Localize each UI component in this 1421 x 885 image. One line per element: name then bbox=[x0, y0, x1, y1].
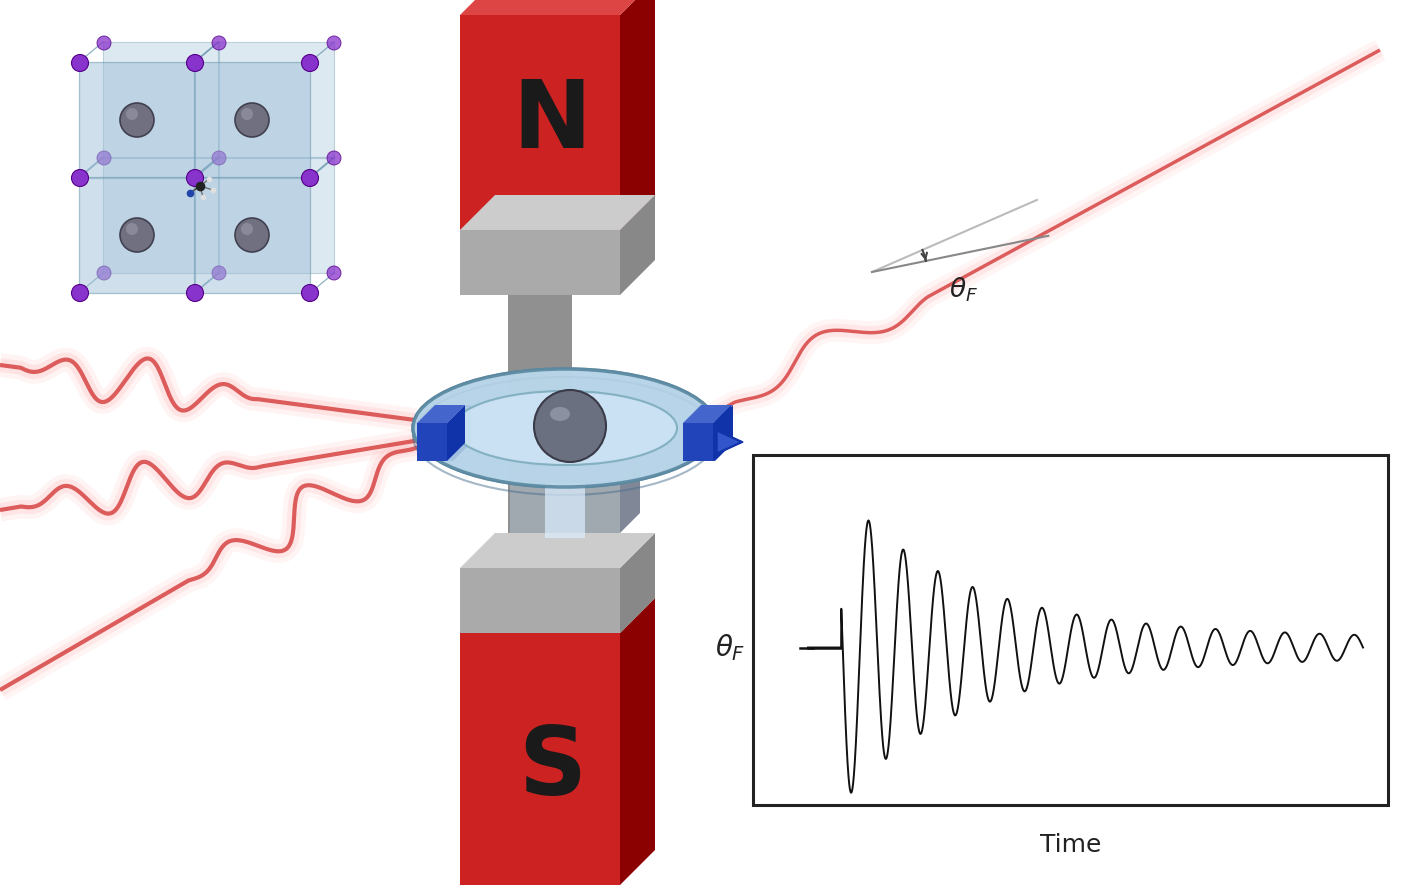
Polygon shape bbox=[423, 423, 453, 461]
Polygon shape bbox=[684, 405, 730, 423]
Circle shape bbox=[327, 36, 341, 50]
Polygon shape bbox=[460, 533, 655, 568]
Polygon shape bbox=[460, 195, 655, 230]
Polygon shape bbox=[460, 230, 620, 295]
Circle shape bbox=[212, 36, 226, 50]
Circle shape bbox=[186, 284, 203, 302]
Polygon shape bbox=[713, 405, 730, 461]
Polygon shape bbox=[684, 423, 713, 461]
Circle shape bbox=[71, 55, 88, 72]
Polygon shape bbox=[510, 478, 620, 533]
Circle shape bbox=[71, 170, 88, 187]
Polygon shape bbox=[460, 0, 655, 15]
Polygon shape bbox=[620, 0, 655, 230]
Circle shape bbox=[301, 170, 318, 187]
Circle shape bbox=[234, 218, 269, 252]
Polygon shape bbox=[460, 15, 620, 230]
Polygon shape bbox=[718, 431, 740, 453]
Polygon shape bbox=[80, 177, 195, 293]
Circle shape bbox=[301, 55, 318, 72]
Circle shape bbox=[212, 266, 226, 280]
Ellipse shape bbox=[550, 407, 570, 421]
Polygon shape bbox=[620, 598, 655, 885]
Circle shape bbox=[212, 151, 226, 165]
Polygon shape bbox=[685, 423, 715, 461]
Polygon shape bbox=[102, 157, 219, 273]
Circle shape bbox=[234, 103, 269, 137]
Ellipse shape bbox=[550, 407, 570, 421]
Polygon shape bbox=[546, 483, 585, 538]
Ellipse shape bbox=[453, 391, 676, 465]
Ellipse shape bbox=[414, 369, 718, 487]
Polygon shape bbox=[453, 405, 470, 461]
Circle shape bbox=[71, 284, 88, 302]
Polygon shape bbox=[416, 423, 448, 461]
Circle shape bbox=[534, 390, 605, 462]
Polygon shape bbox=[620, 458, 639, 533]
Circle shape bbox=[119, 218, 153, 252]
Ellipse shape bbox=[453, 391, 676, 465]
Circle shape bbox=[186, 55, 203, 72]
Circle shape bbox=[327, 151, 341, 165]
Polygon shape bbox=[195, 177, 310, 293]
Text: S: S bbox=[519, 723, 585, 815]
Ellipse shape bbox=[414, 369, 718, 487]
Circle shape bbox=[534, 390, 605, 462]
Circle shape bbox=[119, 103, 153, 137]
Circle shape bbox=[97, 151, 111, 165]
Polygon shape bbox=[217, 157, 334, 273]
Polygon shape bbox=[507, 295, 573, 568]
Polygon shape bbox=[719, 431, 743, 453]
Polygon shape bbox=[423, 405, 470, 423]
Polygon shape bbox=[80, 62, 195, 178]
Polygon shape bbox=[217, 42, 334, 158]
Polygon shape bbox=[102, 42, 219, 158]
Polygon shape bbox=[195, 62, 310, 178]
Text: N: N bbox=[513, 76, 591, 168]
Polygon shape bbox=[620, 195, 655, 295]
Polygon shape bbox=[460, 633, 620, 885]
Circle shape bbox=[186, 170, 203, 187]
Polygon shape bbox=[510, 458, 639, 478]
Circle shape bbox=[97, 266, 111, 280]
Polygon shape bbox=[715, 405, 733, 461]
Circle shape bbox=[242, 223, 253, 235]
Text: $\theta_F$: $\theta_F$ bbox=[949, 276, 978, 304]
Bar bbox=[753, 455, 1388, 805]
Polygon shape bbox=[620, 533, 655, 633]
Polygon shape bbox=[416, 405, 465, 423]
Circle shape bbox=[327, 266, 341, 280]
Polygon shape bbox=[460, 568, 620, 633]
Text: $\theta_F$: $\theta_F$ bbox=[715, 632, 745, 663]
Polygon shape bbox=[448, 405, 465, 461]
Text: Time: Time bbox=[1040, 833, 1101, 857]
Circle shape bbox=[97, 36, 111, 50]
Circle shape bbox=[126, 108, 138, 120]
Circle shape bbox=[301, 284, 318, 302]
Polygon shape bbox=[685, 405, 733, 423]
Circle shape bbox=[126, 223, 138, 235]
Circle shape bbox=[242, 108, 253, 120]
